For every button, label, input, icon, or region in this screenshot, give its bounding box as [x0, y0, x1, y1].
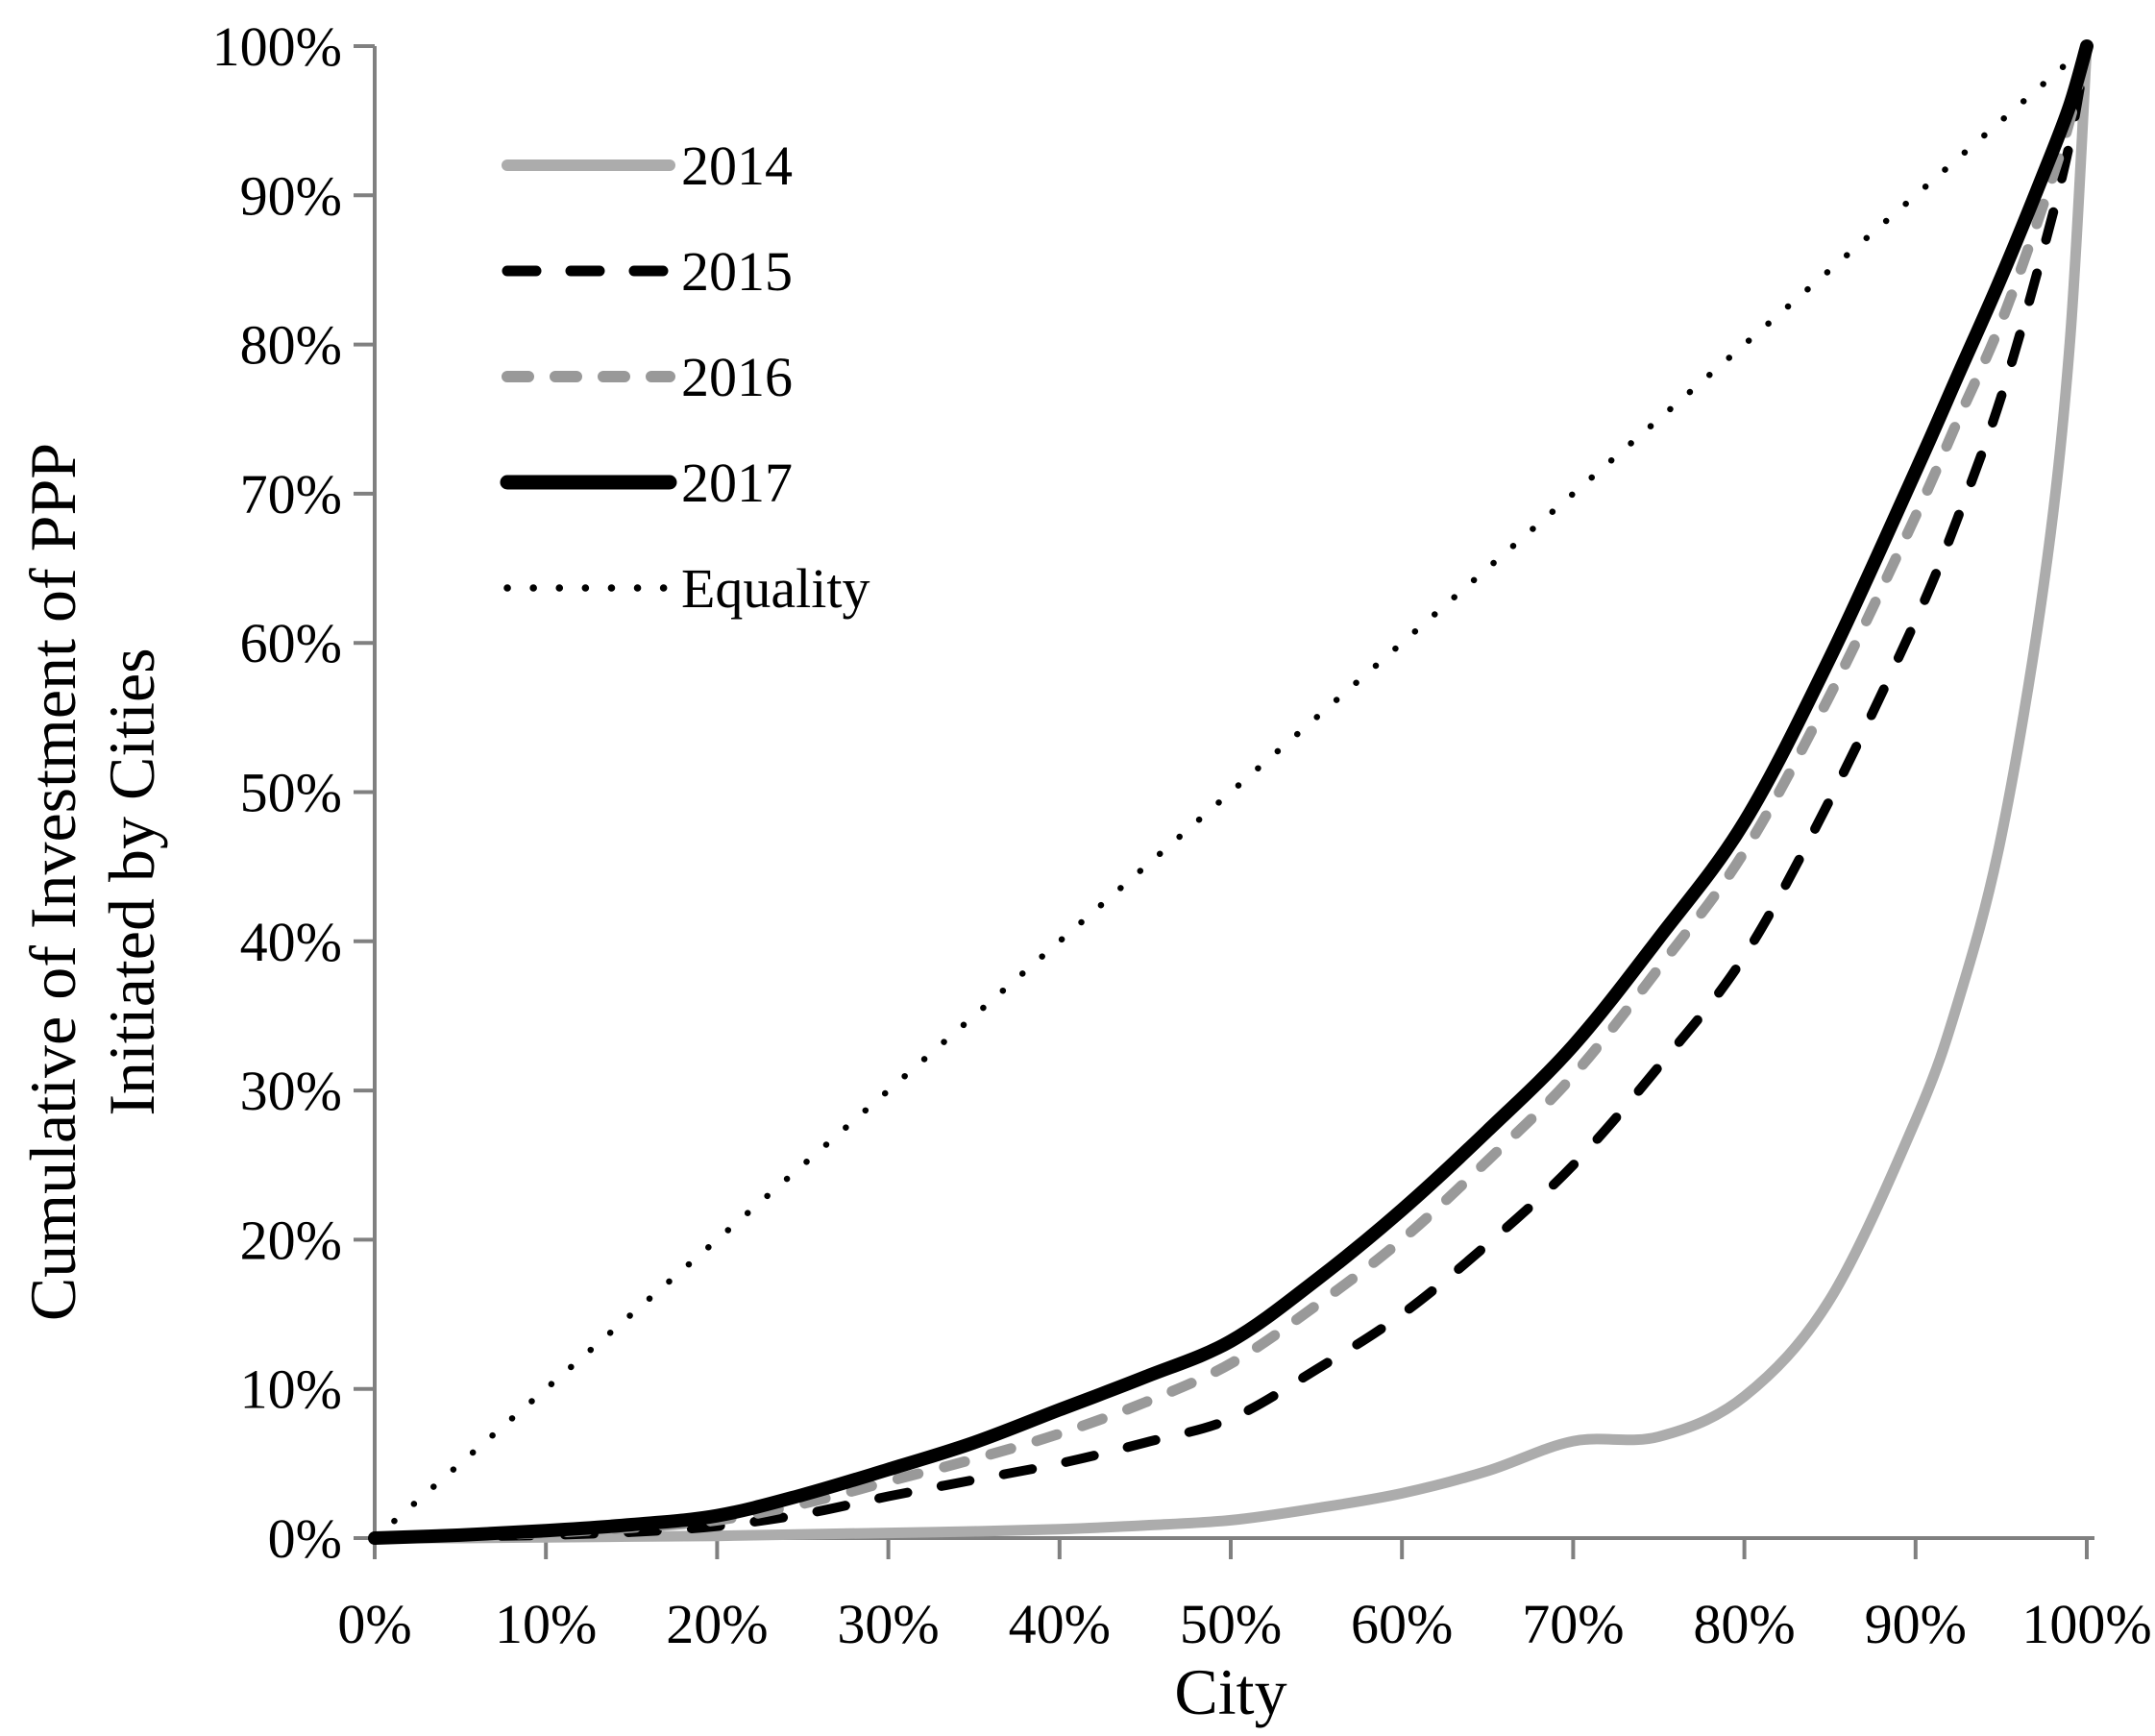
x-tick-label: 20%: [666, 1593, 768, 1655]
legend-label: Equality: [681, 557, 870, 620]
series-curves: [368, 39, 2094, 1545]
axis-ticks: 0% 10% 20% 30% 40% 50% 60% 70% 80% 90% 100% 0% 10% 20…: [212, 15, 2152, 1655]
y-tick-label: 100%: [212, 15, 342, 78]
legend-item-2014: 2014: [502, 134, 793, 197]
y-tick-label: 50%: [240, 762, 342, 824]
y-tick-label: 80%: [240, 314, 342, 377]
legend: 2014 2015 2016 2017 Equality: [500, 134, 870, 620]
x-axis-title: City: [1174, 1655, 1286, 1728]
x-tick-label: 30%: [837, 1593, 939, 1655]
legend-item-equality: Equality: [503, 557, 870, 620]
y-tick-label: 60%: [240, 612, 342, 674]
y-tick-label: 30%: [240, 1060, 342, 1122]
y-axis-title-line1: Cumulative of Investment of PPP: [16, 443, 89, 1321]
series-curve-equality: [371, 42, 2091, 1542]
x-tick-label: 60%: [1351, 1593, 1453, 1655]
x-tick-label: 70%: [1522, 1593, 1624, 1655]
series-curve-2014: [369, 40, 2093, 1544]
legend-label: 2017: [681, 452, 793, 514]
x-tick-label: 40%: [1009, 1593, 1111, 1655]
legend-label: 2016: [681, 346, 793, 408]
y-axis-title-line2: Initiated by Cities: [95, 648, 168, 1115]
x-tick-label: 100%: [2021, 1593, 2151, 1655]
y-tick-label: 90%: [240, 164, 342, 227]
x-tick-label: 80%: [1693, 1593, 1795, 1655]
x-tick-label: 0%: [337, 1593, 411, 1655]
y-tick-label: 40%: [240, 911, 342, 973]
x-tick-label: 90%: [1865, 1593, 1967, 1655]
series-curve-2015: [370, 41, 2092, 1543]
series-curve-2017: [368, 39, 2094, 1545]
y-tick-label: 10%: [240, 1358, 342, 1421]
legend-label: 2014: [681, 134, 793, 197]
y-tick-label: 0%: [268, 1507, 342, 1570]
y-tick-label: 70%: [240, 463, 342, 526]
x-tick-label: 10%: [495, 1593, 597, 1655]
legend-item-2017: 2017: [500, 452, 793, 514]
legend-item-2015: 2015: [502, 240, 793, 303]
y-tick-label: 20%: [240, 1209, 342, 1271]
legend-item-2016: 2016: [502, 346, 793, 408]
x-tick-label: 50%: [1180, 1593, 1282, 1655]
legend-label: 2015: [681, 240, 793, 303]
